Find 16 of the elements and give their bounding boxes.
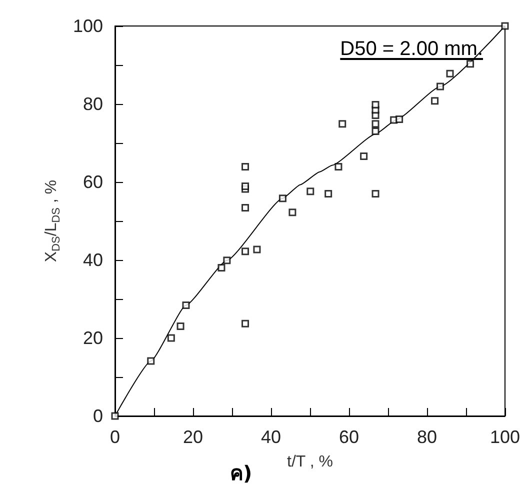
x-tick-label: 20 xyxy=(182,427,204,447)
y-tick-label: 40 xyxy=(82,250,103,270)
y-tick-label: 80 xyxy=(82,94,103,114)
x-tick-label: 0 xyxy=(110,427,120,447)
annotation: D50 = 2.00 mm. xyxy=(340,38,483,61)
x-tick-label: 100 xyxy=(490,427,520,447)
y-axis-title: XDS/LDS , % xyxy=(43,180,63,262)
x-axis-title: t/T , % xyxy=(287,454,333,470)
x-tick-label: 60 xyxy=(338,427,360,447)
y-tick-label: 20 xyxy=(82,328,103,348)
y-tick-label: 0 xyxy=(92,406,103,426)
text: ค) xyxy=(230,461,252,485)
y-tick-label: 60 xyxy=(82,172,103,192)
x-tick-label: 80 xyxy=(416,427,438,447)
x-tick-label: 40 xyxy=(260,427,282,447)
y-tick-label: 100 xyxy=(72,16,103,36)
